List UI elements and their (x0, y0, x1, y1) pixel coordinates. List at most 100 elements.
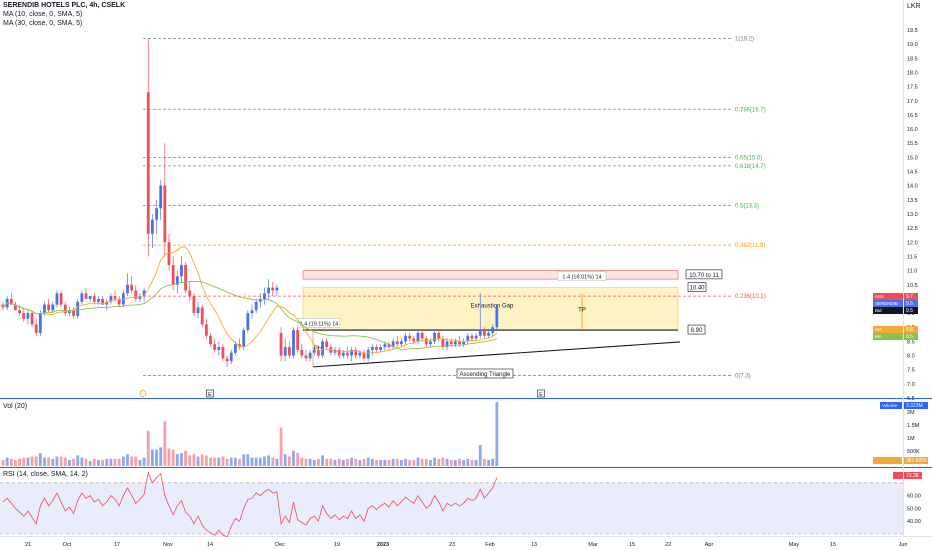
candle-body (271, 287, 275, 291)
volume-bar (51, 458, 55, 466)
candle-body (30, 313, 34, 325)
candle-body (151, 219, 154, 234)
volume-bar (437, 458, 441, 466)
volume-bar (300, 457, 304, 466)
time-tick-label: Mar (588, 542, 598, 548)
candle-body (209, 335, 212, 345)
volume-ma-tag: 381.825K (873, 457, 928, 464)
price-tag-value: 9.5 (906, 308, 913, 314)
volume-bar (204, 455, 208, 466)
earnings-marker-text: E (208, 392, 212, 398)
volume-tag-value: 3.323M (906, 403, 923, 409)
time-tick-label: Nov (163, 542, 173, 548)
candle-body (474, 335, 478, 339)
candle-body (254, 301, 258, 311)
candle-body (121, 293, 125, 305)
fib-level-label: 0.786(16.7) (735, 107, 766, 113)
candle-body (138, 296, 142, 299)
price-tick-label: 7.0 (907, 382, 915, 388)
volume-bar (487, 459, 490, 466)
candle-body (18, 310, 21, 314)
volume-bar (101, 459, 104, 466)
volume-bar (9, 458, 13, 466)
volume-bar (43, 457, 46, 466)
candle-body (238, 344, 241, 348)
volume-bar (292, 450, 295, 466)
price-tag-name: MA (875, 334, 882, 339)
candle-body (424, 338, 428, 345)
candle-body (416, 332, 420, 342)
price-tag-value-bg (904, 307, 918, 314)
candle-body (304, 355, 308, 359)
volume-bar (121, 456, 125, 466)
candle-body (441, 338, 445, 348)
candle-body (296, 330, 300, 350)
rsi-pane-label: RSI (14, close, SMA, 14, 2) (3, 471, 88, 478)
time-tick-label: 22 (665, 542, 671, 548)
candle-body (213, 344, 217, 350)
volume-bar (84, 458, 88, 466)
exhaustion-gap-label: Exhaustion Gap (471, 303, 514, 309)
volume-tick-label: 1.5M (907, 423, 920, 429)
volume-bar (242, 454, 246, 466)
candle-body (329, 347, 333, 353)
candle-body (188, 290, 192, 297)
volume-pane-label: Vol (20) (3, 403, 28, 410)
time-tick-label: 21 (25, 542, 31, 548)
candle-body (80, 293, 84, 302)
volume-bar (304, 458, 308, 466)
candle-body (408, 335, 412, 339)
candle-body (84, 293, 88, 299)
candle-body (263, 293, 266, 299)
candle-body (287, 347, 291, 356)
volume-bar (130, 456, 134, 466)
rsi-tick-label: 50.00 (907, 506, 921, 512)
volume-bar (184, 450, 187, 466)
time-tick-label: Dec (275, 542, 285, 548)
price-tick-label: 16.0 (907, 127, 918, 133)
label-resistance-zone-text: 10.70 to 11 (689, 273, 719, 279)
measure-label-left-text: 1.4 (19.11%) 14 (300, 321, 339, 327)
volume-bar (329, 458, 333, 466)
volume-bar (134, 456, 138, 466)
volume-bar (429, 459, 432, 466)
volume-tick-label: 1M (907, 436, 915, 442)
candle-body (491, 327, 495, 333)
candle-body (375, 347, 378, 350)
volume-bar (483, 458, 486, 466)
candle-body (391, 341, 395, 348)
candle-body (341, 352, 345, 356)
rsi-band (0, 482, 903, 534)
volume-bar (341, 459, 345, 466)
volume-tag-name-bg (880, 402, 902, 409)
volume-bar (321, 455, 324, 466)
time-tick-label: 23 (449, 542, 455, 548)
candle-body (167, 242, 171, 265)
candle-body (370, 347, 374, 350)
candle-body (72, 310, 75, 316)
volume-bar (379, 459, 383, 466)
candle-body (267, 287, 270, 294)
candle-body (258, 298, 262, 302)
candle-body (358, 352, 362, 356)
price-tag-name-bg (873, 333, 903, 340)
candle-body (483, 330, 486, 336)
volume-bar (14, 459, 17, 466)
candle-body (346, 352, 349, 356)
candle-body (14, 304, 17, 311)
volume-bar (354, 458, 358, 466)
candle-body (379, 347, 383, 350)
candle-body (97, 298, 100, 302)
price-tick-label: 17.5 (907, 85, 918, 91)
candle-body (22, 313, 26, 319)
fib-level-label: 0.236(10.1) (735, 294, 766, 300)
volume-bar (474, 459, 478, 466)
candle-body (300, 349, 304, 356)
volume-bar (234, 457, 237, 466)
volume-bar (296, 453, 300, 466)
volume-bar (395, 458, 399, 466)
volume-ma-tag-value: 381.825K (906, 458, 928, 464)
price-tag-value: 8.5 (906, 334, 913, 340)
candle-body (155, 208, 158, 220)
